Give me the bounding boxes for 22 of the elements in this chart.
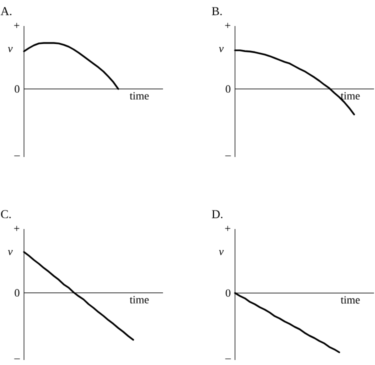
chart-title: D. — [212, 210, 222, 218]
text: 0 — [14, 289, 20, 297]
y-axis-title: v — [8, 250, 13, 256]
y-axis-title: v — [8, 47, 13, 52]
chart-title: C. — [1, 210, 11, 218]
text: 0 — [14, 85, 20, 93]
y-axis-title: v — [218, 250, 224, 256]
x-axis-title: time — [340, 92, 360, 100]
chart-title: B. — [212, 7, 222, 16]
text: + — [225, 226, 230, 232]
text: 0 — [226, 85, 230, 93]
text: + — [225, 22, 230, 28]
text: + — [14, 226, 20, 232]
text: – — [14, 358, 20, 360]
x-axis-title: time — [130, 296, 149, 304]
x-axis-title: time — [340, 296, 360, 304]
text: + — [14, 22, 20, 28]
text: 0 — [226, 289, 230, 297]
text: – — [225, 358, 231, 360]
y-axis-title: v — [218, 47, 224, 52]
chart-title: A. — [0, 7, 12, 16]
x-axis-title: time — [130, 92, 149, 100]
